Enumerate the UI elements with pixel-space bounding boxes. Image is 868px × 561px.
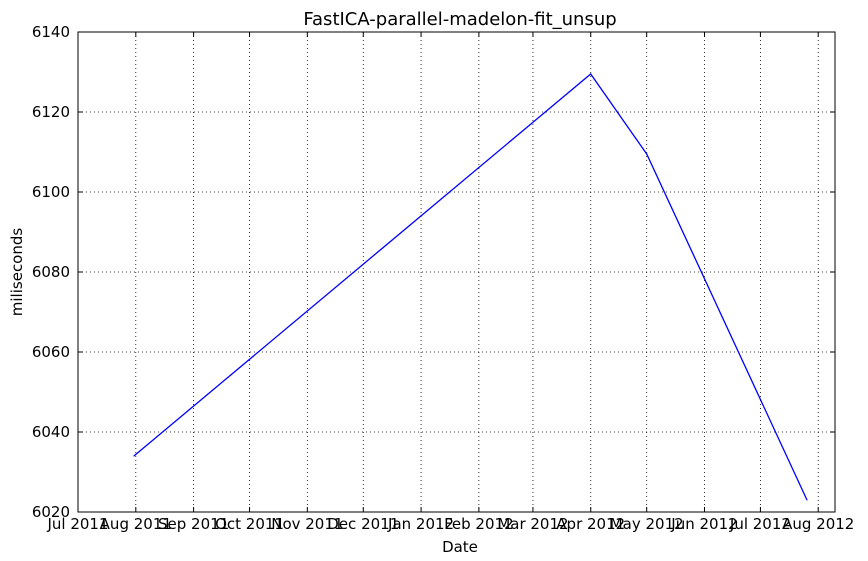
- x-tick-label: Aug 2012: [782, 515, 854, 533]
- x-tick-label: Aug 2011: [100, 515, 172, 533]
- y-tick-label: 6020: [32, 503, 70, 521]
- x-tick-label: Nov 2011: [271, 515, 343, 533]
- x-tick-label: Mar 2012: [497, 515, 568, 533]
- x-tick-label: Sep 2011: [158, 515, 229, 533]
- data-point: [590, 73, 592, 75]
- x-axis-label: Date: [442, 538, 478, 556]
- data-point: [646, 153, 648, 155]
- x-tick-label: Oct 2011: [215, 515, 284, 533]
- x-tick-label: Jul 2012: [729, 515, 791, 533]
- y-tick-label: 6060: [32, 343, 70, 361]
- x-tick-label: Dec 2011: [327, 515, 399, 533]
- y-tick-label: 6100: [32, 183, 70, 201]
- data-series: [133, 73, 808, 501]
- x-tick-label: Feb 2012: [444, 515, 514, 533]
- data-point: [133, 455, 135, 457]
- data-point: [806, 499, 808, 501]
- y-tick-label: 6040: [32, 423, 70, 441]
- x-tick-label: Apr 2012: [556, 515, 625, 533]
- x-tick-label: Jan 2012: [387, 515, 454, 533]
- series-line: [133, 73, 808, 501]
- y-tick-label: 6140: [32, 23, 70, 41]
- x-tick-label: May 2012: [610, 515, 684, 533]
- x-tick-label: Jul 2011: [46, 515, 108, 533]
- y-tick-label: 6120: [32, 103, 70, 121]
- x-tick-label: Jun 2012: [670, 515, 737, 533]
- y-axis-label: miliseconds: [8, 228, 26, 317]
- ticks: [77, 31, 835, 513]
- chart-title: FastICA-parallel-madelon-fit_unsup: [303, 9, 616, 30]
- grid: [77, 31, 835, 513]
- y-tick-label: 6080: [32, 263, 70, 281]
